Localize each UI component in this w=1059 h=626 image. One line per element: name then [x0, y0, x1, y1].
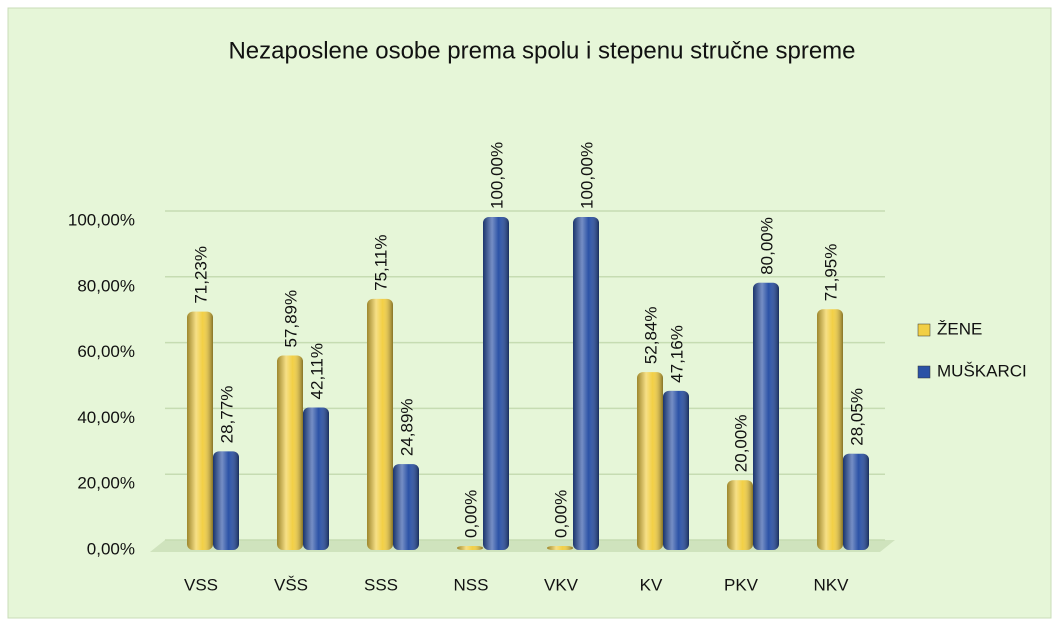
value-label: 28,05% [847, 388, 866, 446]
value-label: 47,16% [667, 325, 686, 383]
y-tick-label: 20,00% [77, 474, 135, 493]
bar-shade [663, 390, 689, 550]
value-label: 100,00% [577, 142, 596, 209]
bar-shade [187, 311, 213, 550]
x-tick-label: VKV [544, 575, 579, 594]
x-tick-label: PKV [724, 575, 759, 594]
legend-label: ŽENE [937, 319, 982, 338]
y-tick-label: 100,00% [68, 210, 135, 229]
value-label: 52,84% [641, 306, 660, 364]
bar-shade [213, 451, 239, 550]
value-label: 28,77% [217, 386, 236, 444]
bar-shade [547, 546, 573, 550]
y-tick-label: 0,00% [87, 539, 135, 558]
value-label: 0,00% [551, 490, 570, 538]
bar-shade [817, 309, 843, 550]
legend-label: MUŠKARCI [937, 361, 1027, 380]
y-tick-label: 60,00% [77, 342, 135, 361]
value-label: 57,89% [281, 290, 300, 348]
value-label: 80,00% [757, 217, 776, 275]
bar-shade [303, 407, 329, 550]
x-tick-label: VŠS [274, 575, 308, 594]
value-label: 75,11% [371, 234, 390, 290]
bar-shade [457, 546, 483, 550]
bar-shade [753, 282, 779, 550]
floor [150, 540, 895, 552]
value-label: 71,95% [821, 244, 840, 302]
legend-swatch [917, 323, 931, 337]
value-label: 0,00% [461, 490, 480, 538]
bar-shade [367, 298, 393, 550]
y-tick-label: 80,00% [77, 276, 135, 295]
bar-shade [843, 453, 869, 550]
bar-shade [637, 372, 663, 550]
value-label: 100,00% [487, 142, 506, 209]
value-label: 20,00% [731, 415, 750, 473]
bar-shade [483, 217, 509, 550]
bar-shade [573, 217, 599, 550]
x-tick-label: VSS [184, 575, 218, 594]
chart-background [7, 7, 1052, 619]
value-label: 24,89% [397, 398, 416, 456]
legend-swatch [917, 365, 931, 379]
bar-shade [277, 355, 303, 550]
x-tick-label: SSS [364, 575, 398, 594]
bar-shade [727, 480, 753, 550]
x-tick-label: KV [640, 575, 663, 594]
bar-shade [393, 464, 419, 550]
x-tick-label: NSS [454, 575, 489, 594]
value-label: 71,23% [191, 246, 210, 304]
value-label: 42,11% [307, 343, 326, 399]
y-tick-label: 40,00% [77, 408, 135, 427]
chart-title: Nezaposlene osobe prema spolu i stepenu … [228, 37, 855, 64]
x-tick-label: NKV [814, 575, 850, 594]
